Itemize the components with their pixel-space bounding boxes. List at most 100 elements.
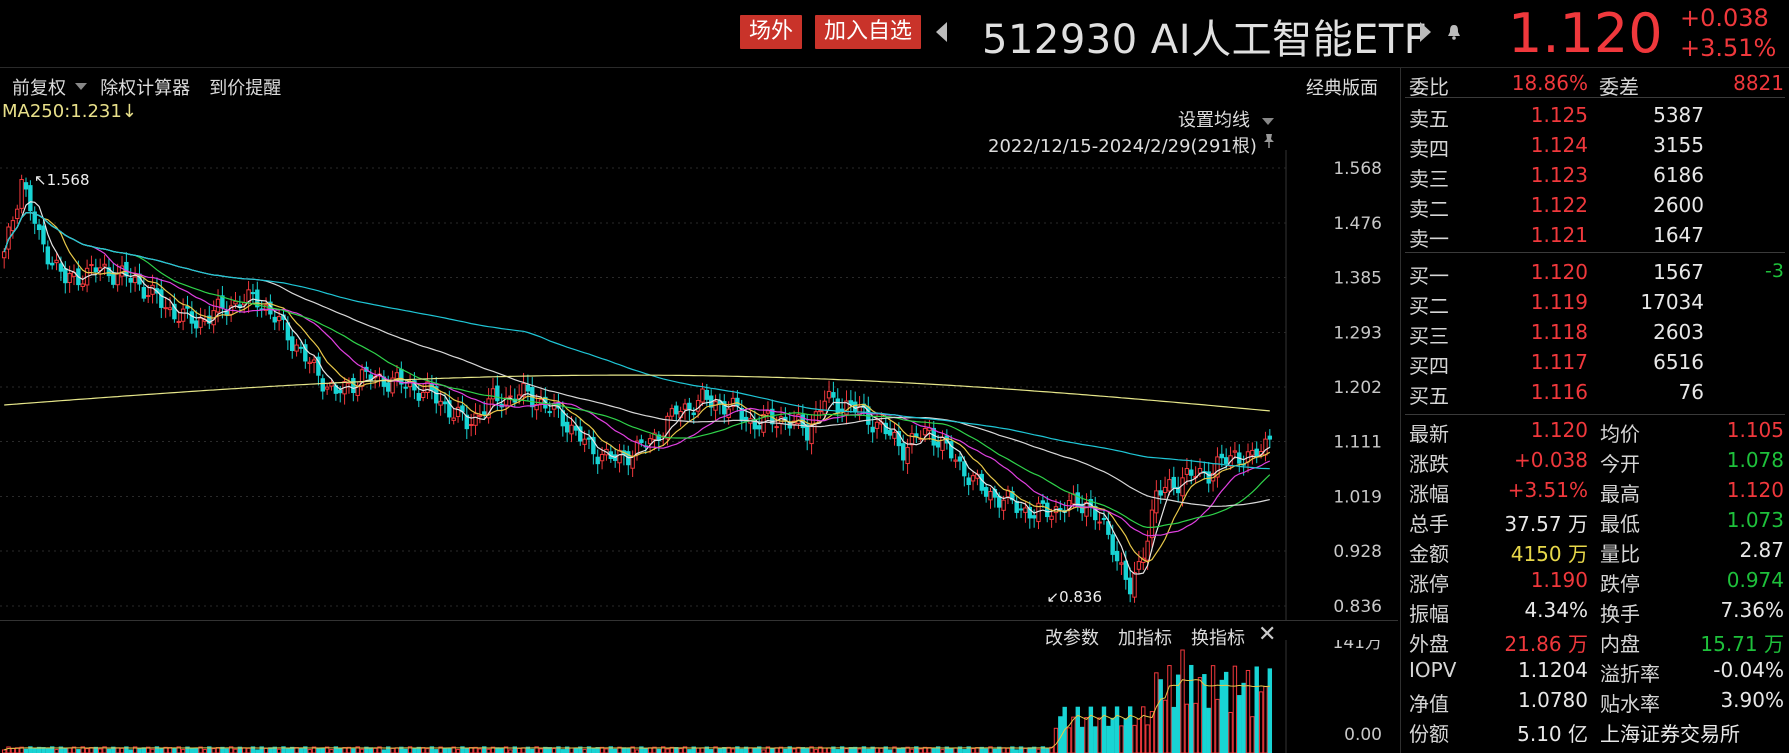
volume-bar bbox=[1145, 724, 1150, 753]
volume-bar bbox=[10, 747, 16, 753]
volume-bar bbox=[708, 749, 714, 753]
ma-settings-button[interactable]: 设置均线 bbox=[1178, 106, 1274, 132]
candle bbox=[1189, 469, 1194, 476]
stat-value: 7.36% bbox=[1720, 598, 1784, 622]
candle bbox=[490, 388, 496, 400]
volume-bar bbox=[1084, 717, 1089, 753]
bid-label: 买五 bbox=[1409, 384, 1449, 408]
pin-icon[interactable] bbox=[1262, 133, 1276, 149]
event-marker-icon[interactable]: ✱ bbox=[736, 150, 747, 154]
event-marker-icon[interactable]: ✱ bbox=[1094, 150, 1105, 154]
event-marker-icon[interactable]: ✱ bbox=[963, 150, 974, 154]
event-marker-icon[interactable]: ✱ bbox=[688, 150, 699, 154]
volume-bar bbox=[1036, 748, 1041, 753]
close-icon[interactable]: ✕ bbox=[1258, 622, 1277, 647]
candle bbox=[477, 414, 483, 417]
event-marker-icon[interactable]: ✱ bbox=[335, 150, 346, 154]
event-marker-icon[interactable]: ✱ bbox=[981, 150, 992, 154]
volume-bar bbox=[434, 749, 439, 753]
candle bbox=[647, 438, 653, 445]
event-marker-icon[interactable]: ✱ bbox=[143, 150, 154, 154]
candlestick-chart[interactable]: 1.568 1.476 1.385 1.293 1.202 1.111 1.019 0.928… bbox=[0, 150, 1400, 620]
candle bbox=[132, 276, 138, 284]
change-params-button[interactable]: 改参数 bbox=[1045, 628, 1099, 649]
candle bbox=[172, 303, 177, 320]
candle bbox=[1084, 501, 1089, 517]
candle bbox=[669, 408, 675, 417]
candle bbox=[966, 477, 971, 486]
event-marker-icon[interactable]: ✱ bbox=[86, 150, 97, 154]
candle bbox=[473, 413, 478, 426]
date-range-label: 2022/12/15-2024/2/29(291根) bbox=[988, 136, 1257, 157]
volume-bar bbox=[621, 747, 627, 753]
y-tick-label: 0.836 bbox=[1333, 597, 1382, 617]
add-watchlist-button[interactable]: 加入自选 bbox=[815, 15, 922, 49]
candle bbox=[1027, 506, 1032, 519]
volume-chart[interactable]: 141万 0.00 bbox=[0, 640, 1400, 753]
event-marker-icon[interactable]: ✱ bbox=[1085, 150, 1096, 154]
ex-rights-calculator-button[interactable]: 除权计算器 bbox=[100, 78, 191, 99]
classic-layout-button[interactable]: 经典版面 bbox=[1306, 78, 1378, 99]
candle bbox=[870, 426, 875, 433]
event-marker-icon[interactable]: ✱ bbox=[749, 150, 760, 154]
volume-bar bbox=[137, 747, 142, 753]
volume-bar bbox=[6, 746, 11, 753]
volume-bar bbox=[1206, 707, 1211, 753]
switch-indicator-button[interactable]: 换指标 bbox=[1191, 628, 1245, 649]
event-marker-icon[interactable]: ✱ bbox=[557, 150, 568, 154]
price-alert-button[interactable]: 到价提醒 bbox=[209, 78, 282, 99]
event-marker-icon[interactable]: ✱ bbox=[553, 150, 564, 154]
candle bbox=[1232, 450, 1238, 453]
volume-bar bbox=[425, 748, 430, 753]
price-change: +0.038 bbox=[1680, 4, 1769, 32]
event-marker-icon[interactable]: ✱ bbox=[972, 150, 983, 154]
volume-bar bbox=[591, 748, 596, 753]
candle bbox=[128, 277, 133, 283]
candle bbox=[80, 283, 85, 288]
candle bbox=[896, 431, 902, 447]
volume-bar bbox=[1258, 691, 1264, 753]
volume-bar bbox=[1127, 706, 1133, 753]
volume-bar bbox=[1175, 674, 1181, 753]
prev-arrow-icon[interactable] bbox=[936, 22, 947, 42]
next-arrow-icon[interactable] bbox=[1420, 22, 1431, 42]
volume-ma-line bbox=[4, 679, 1270, 751]
volume-bar bbox=[530, 748, 535, 753]
candle bbox=[564, 421, 570, 433]
volume-bar bbox=[538, 748, 544, 753]
event-marker-icon[interactable]: ✱ bbox=[928, 150, 939, 154]
ask-volume: 1647 bbox=[1653, 223, 1704, 247]
volume-bar bbox=[316, 747, 321, 753]
volume-bar bbox=[626, 747, 631, 753]
event-marker-icon[interactable]: ✱ bbox=[1081, 150, 1092, 154]
offsite-button[interactable]: 场外 bbox=[740, 15, 803, 49]
ma30-line bbox=[3, 211, 1271, 528]
candle bbox=[1136, 561, 1142, 570]
chevron-down-icon[interactable] bbox=[75, 83, 88, 91]
candle bbox=[586, 437, 592, 440]
security-title: 512930 AI人工智能ETF bbox=[982, 7, 1427, 65]
event-marker-icon[interactable]: ✱ bbox=[444, 150, 455, 154]
event-marker-icon[interactable]: ✱ bbox=[653, 150, 664, 154]
event-marker-icon[interactable]: ✱ bbox=[204, 150, 215, 154]
stat-value: 1.190 bbox=[1530, 568, 1588, 592]
event-marker-icon[interactable]: ✱ bbox=[955, 150, 966, 154]
candle bbox=[909, 433, 915, 446]
event-marker-icon[interactable]: ✱ bbox=[1046, 150, 1057, 154]
volume-bar bbox=[320, 747, 325, 753]
volume-bar bbox=[752, 747, 758, 753]
adjust-dropdown[interactable]: 前复权 bbox=[12, 78, 66, 99]
bell-icon[interactable] bbox=[1447, 24, 1461, 40]
event-marker-icon[interactable]: ✱ bbox=[34, 150, 45, 154]
candle bbox=[826, 390, 832, 399]
ask-price: 1.125 bbox=[1530, 103, 1588, 127]
weicha-value: 8821 bbox=[1733, 71, 1784, 95]
add-indicator-button[interactable]: 加指标 bbox=[1118, 628, 1172, 649]
volume-bar bbox=[150, 748, 155, 753]
bid-volume: 6516 bbox=[1653, 350, 1704, 374]
stat-value: 4.34% bbox=[1524, 598, 1588, 622]
event-marker-icon[interactable]: ✱ bbox=[671, 150, 682, 154]
event-marker-icon[interactable]: ✱ bbox=[405, 150, 416, 154]
bid-price: 1.119 bbox=[1530, 290, 1588, 314]
ma5-line bbox=[3, 201, 1271, 575]
